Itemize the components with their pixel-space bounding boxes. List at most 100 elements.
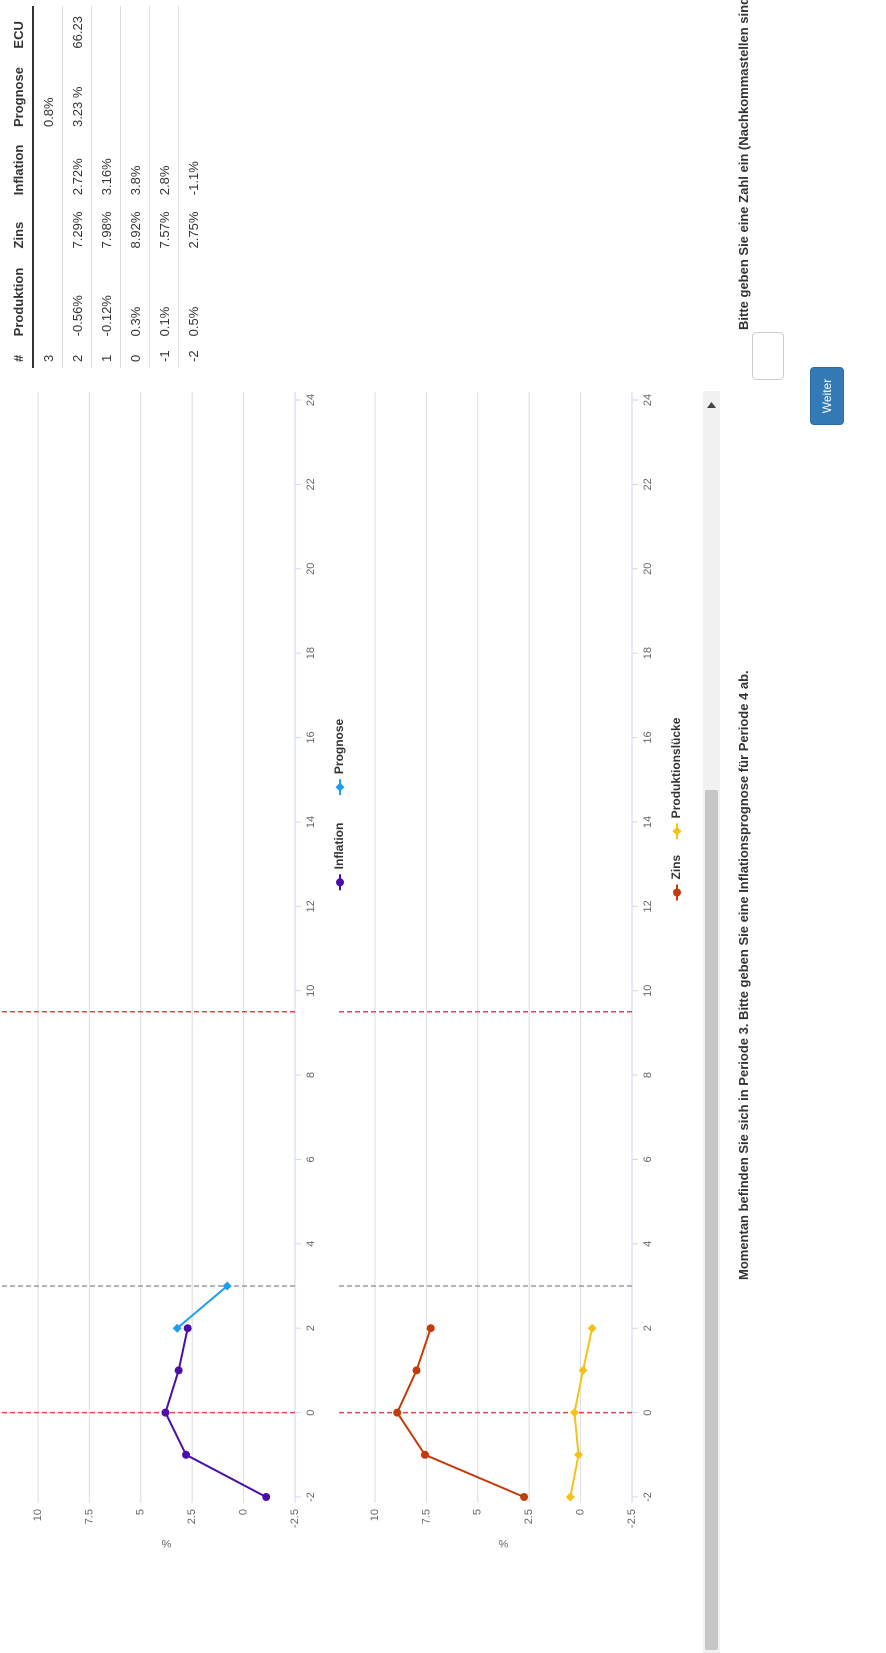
legend-symbol (672, 826, 682, 836)
table-cell: 7.98% (91, 201, 121, 255)
table-row: 2 -0.56% 7.29% 2.72% 3.23 % 66.23 (62, 6, 92, 368)
table-row: 0 0.3% 8.92% 3.8% (120, 6, 150, 368)
table-cell: -1.1% (178, 133, 207, 202)
point (520, 1493, 529, 1501)
table-cell: 0.1% (149, 254, 179, 343)
x-tick-label: 24 (305, 394, 317, 406)
y-axis-title: % (498, 1537, 508, 1549)
legend-label: Zins (669, 855, 683, 880)
table-cell: 2.72% (62, 133, 92, 202)
point (565, 1492, 575, 1502)
x-tick-label: 14 (305, 816, 317, 828)
x-tick-label: 16 (305, 731, 317, 743)
table-cell: 0.8% (33, 54, 63, 134)
y-tick-label: 5 (472, 1509, 484, 1515)
input-label: Bitte geben Sie eine Zahl ein (Nachkomma… (736, 0, 751, 330)
point (393, 1408, 402, 1417)
point (412, 1366, 421, 1375)
y-tick-label: 2.5 (186, 1509, 198, 1524)
x-tick-label: 18 (305, 647, 317, 659)
table-cell: 66.23 (62, 6, 92, 55)
y-tick-label: 2.5 (523, 1509, 535, 1524)
point (161, 1408, 170, 1417)
legend-symbol (335, 782, 345, 792)
header-row: # Produktion Zins Inflation Prognose ECU (4, 6, 33, 368)
y-tick-label: 0 (238, 1509, 250, 1515)
point (420, 1450, 429, 1459)
x-tick-label: 20 (305, 563, 317, 575)
y-axis-title: % (161, 1537, 171, 1549)
x-tick-label: 16 (642, 731, 654, 743)
table-cell: -1 (149, 342, 179, 368)
table-cell: 8.92% (120, 201, 150, 255)
point (426, 1324, 435, 1333)
column-header: Zins (4, 201, 33, 255)
table-cell: 1 (91, 342, 121, 368)
legend-label: Inflation (332, 823, 346, 870)
table-cell (91, 54, 121, 134)
y-tick-label: 5 (135, 1509, 147, 1515)
y-tick-label: -2.5 (626, 1509, 638, 1528)
legend-label: Prognose (332, 718, 346, 774)
x-tick-label: 6 (305, 1156, 317, 1162)
point (174, 1366, 183, 1375)
scroll-arrow[interactable] (707, 402, 716, 408)
x-tick-label: 20 (642, 563, 654, 575)
table-cell (178, 54, 207, 134)
number-input[interactable] (752, 332, 784, 380)
series-line (176, 1285, 228, 1329)
point (587, 1323, 597, 1333)
point (222, 1281, 232, 1291)
table-cell: 7.57% (149, 201, 179, 255)
x-tick-label: 2 (642, 1325, 654, 1331)
x-tick-label: 4 (305, 1241, 317, 1247)
table-cell: 3.8% (120, 133, 150, 202)
legend-symbol (673, 888, 681, 897)
x-tick-label: 8 (642, 1072, 654, 1078)
y-tick-label: 10 (369, 1509, 381, 1521)
table-cell (120, 54, 150, 134)
y-tick-label: -2.5 (289, 1509, 301, 1528)
x-tick-label: 14 (642, 816, 654, 828)
table-cell: 3 (33, 342, 63, 368)
point (183, 1324, 192, 1333)
point (578, 1365, 588, 1375)
table-cell: 2.75% (178, 201, 207, 255)
table-row: 1 -0.12% 7.98% 3.16% (91, 6, 121, 368)
point (569, 1408, 579, 1418)
results-table: # Produktion Zins Inflation Prognose ECU 3 0.8%… (4, 6, 207, 368)
table-cell (91, 6, 121, 55)
table-cell (33, 6, 63, 55)
table-cell: 0.3% (120, 254, 150, 343)
x-tick-label: 2 (305, 1325, 317, 1331)
table-body: 3 0.8% 2 -0.56% 7.29% 2.72% 3.23 % 66.23 1 -0.12%… (33, 6, 207, 368)
table-cell (149, 54, 179, 134)
column-header: ECU (4, 6, 33, 55)
y-tick-label: 7.5 (83, 1509, 95, 1524)
x-tick-label: 18 (642, 647, 654, 659)
table-cell: -0.56% (62, 254, 92, 343)
table-cell (120, 6, 150, 55)
submit-button[interactable]: Weiter (810, 367, 844, 425)
table-cell: 3.16% (91, 133, 121, 202)
y-tick-label: 0 (575, 1509, 587, 1515)
x-tick-label: 6 (642, 1156, 654, 1162)
legend-label: Produktionslücke (669, 717, 683, 818)
column-header: # (4, 342, 33, 368)
column-header: Produktion (4, 254, 33, 343)
legend-symbol (336, 878, 344, 887)
scrollbar-thumb[interactable] (705, 790, 718, 1650)
prompt: Momentan befinden Sie sich in Periode 3.… (736, 670, 751, 1280)
table-cell: 0.5% (178, 254, 207, 343)
y-tick-label: 7.5 (420, 1509, 432, 1524)
x-tick-label: 0 (305, 1410, 317, 1416)
x-tick-label: 8 (305, 1072, 317, 1078)
x-tick-label: 12 (642, 900, 654, 912)
y-tick-label: 10 (32, 1509, 44, 1521)
table-cell: 7.29% (62, 201, 92, 255)
table-row: 3 0.8% (33, 6, 63, 368)
column-header: Inflation (4, 133, 33, 202)
